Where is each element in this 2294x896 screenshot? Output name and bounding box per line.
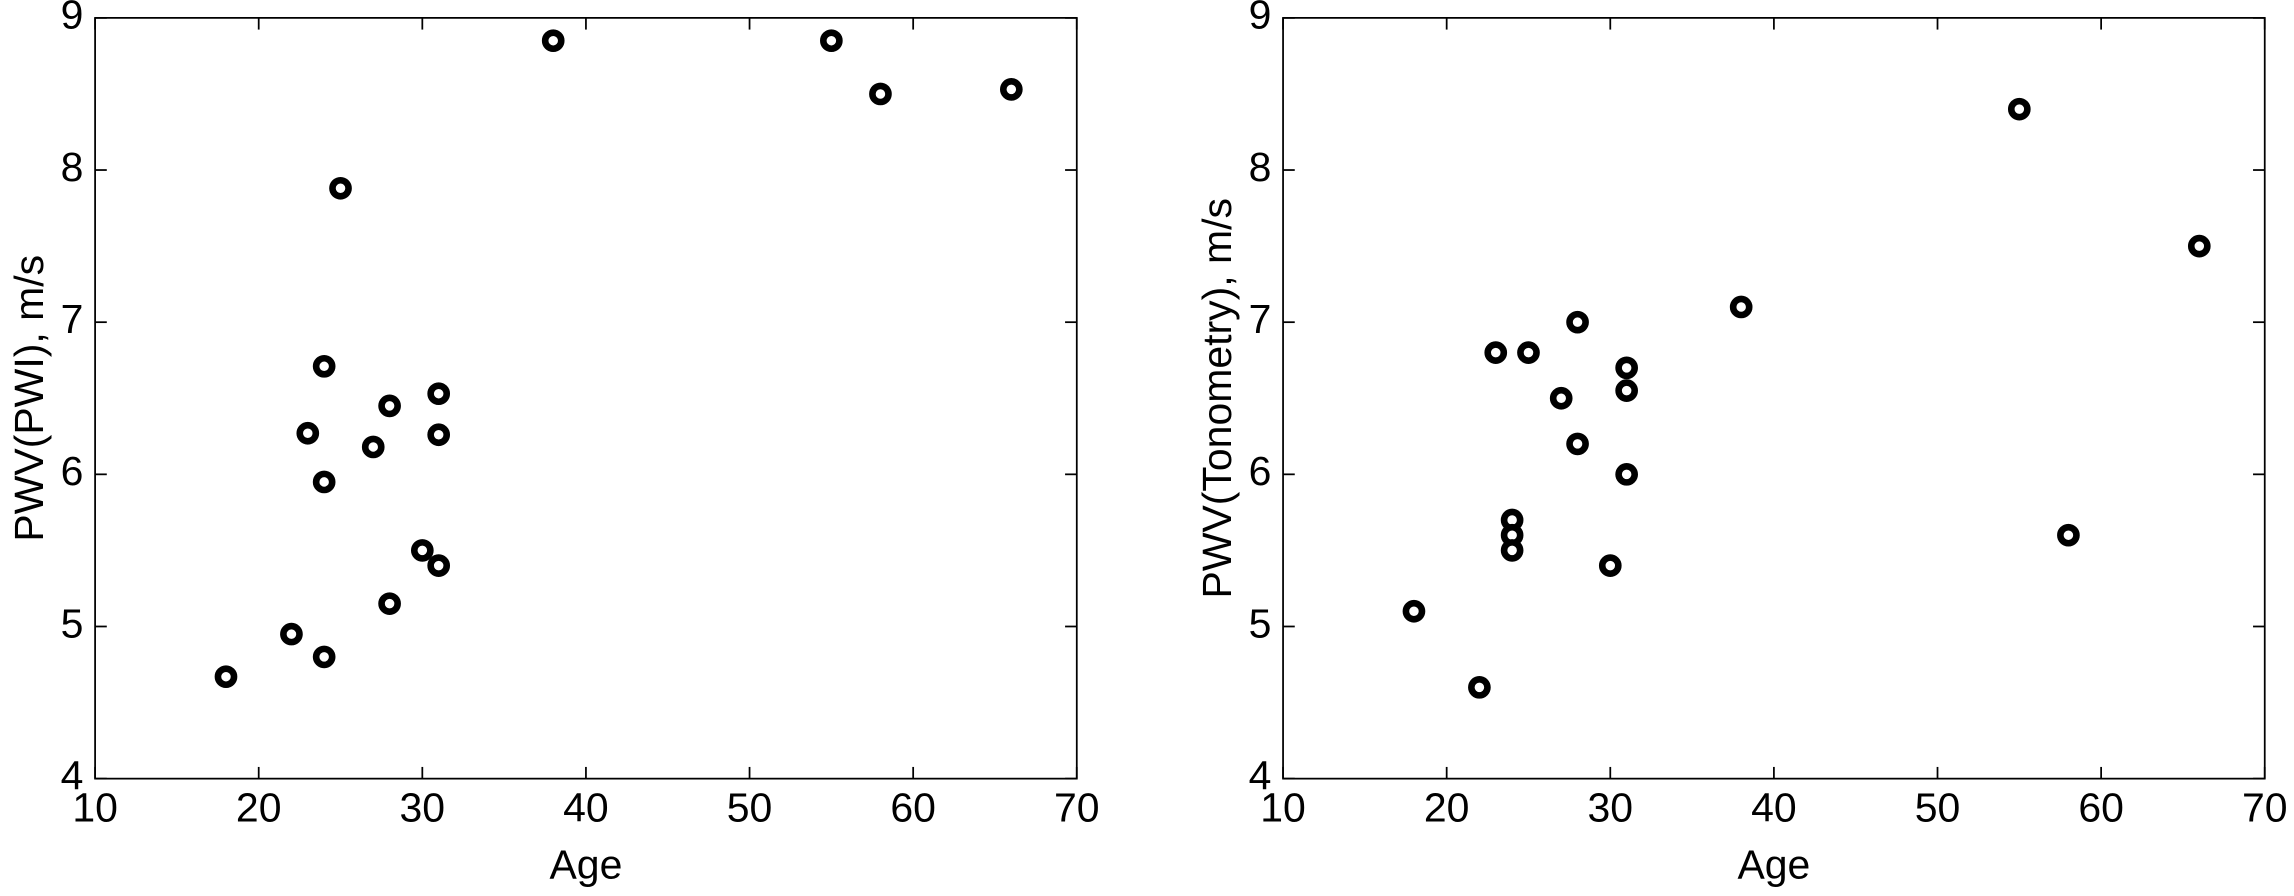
x-tick-label: 30: [1588, 785, 1634, 831]
data-point: [1402, 599, 1426, 623]
data-point: [1598, 554, 1622, 577]
y-tick-label: 8: [61, 144, 84, 190]
data-point: [312, 470, 336, 494]
data-point: [2187, 234, 2211, 258]
x-tick-label: 20: [1424, 785, 1470, 831]
data-point: [1615, 356, 1638, 380]
x-tick-label: 60: [890, 785, 936, 831]
data-point: [427, 382, 451, 406]
data-point: [1500, 539, 1524, 562]
data-point: [869, 82, 892, 106]
x-tick-label: 10: [1260, 785, 1306, 831]
x-tick-label: 10: [72, 785, 118, 831]
y-axis-label: PWV(Tonometry), m/s: [1194, 198, 1240, 598]
data-point: [410, 539, 434, 562]
data-point: [427, 554, 451, 577]
y-tick-label: 4: [61, 752, 84, 798]
x-tick-label: 50: [727, 785, 773, 831]
data-point: [1615, 462, 1638, 486]
plot-frame: [94, 16, 1078, 780]
plot-frame: [1282, 16, 2266, 780]
y-tick-label: 5: [1249, 600, 1272, 646]
data-point: [214, 665, 238, 689]
data-point: [1566, 432, 1589, 456]
x-tick-label: 60: [2078, 785, 2124, 831]
y-tick-label: 8: [1249, 144, 1272, 190]
data-point: [378, 394, 401, 418]
y-tick-label: 5: [61, 600, 84, 646]
x-tick-label: 70: [2242, 785, 2288, 831]
x-axis-label: Age: [549, 842, 622, 888]
data-point: [2057, 523, 2080, 547]
y-tick-label: 6: [1249, 448, 1272, 494]
data-point: [1615, 379, 1638, 402]
x-tick-label: 30: [400, 785, 446, 831]
y-axis-label: PWV(PWI), m/s: [6, 255, 52, 542]
x-tick-label: 50: [1915, 785, 1961, 831]
x-tick-label: 20: [236, 785, 282, 831]
data-point: [361, 435, 385, 459]
data-point: [312, 645, 336, 669]
data-point: [427, 423, 451, 447]
y-tick-label: 4: [1249, 752, 1272, 798]
y-tick-label: 9: [1249, 0, 1272, 38]
y-tick-label: 6: [61, 448, 84, 494]
x-axis-label: Age: [1737, 842, 1810, 888]
data-point: [280, 622, 303, 646]
data-point: [999, 78, 1023, 101]
y-tick-label: 7: [1249, 296, 1272, 342]
x-tick-label: 40: [563, 785, 609, 831]
data-point: [296, 421, 320, 445]
data-point: [329, 176, 352, 200]
y-tick-label: 7: [61, 296, 84, 342]
data-point: [1549, 386, 1573, 410]
data-point: [312, 354, 336, 378]
data-point: [820, 29, 843, 53]
data-point: [1484, 341, 1508, 364]
x-tick-label: 70: [1054, 785, 1100, 831]
data-point: [1566, 310, 1589, 334]
data-point: [1517, 341, 1540, 364]
x-tick-label: 40: [1751, 785, 1797, 831]
data-point: [541, 29, 565, 53]
y-tick-label: 9: [61, 0, 84, 38]
data-point: [1729, 295, 1753, 319]
data-point: [2007, 97, 2031, 121]
data-point: [378, 592, 401, 616]
data-point: [1468, 676, 1491, 699]
